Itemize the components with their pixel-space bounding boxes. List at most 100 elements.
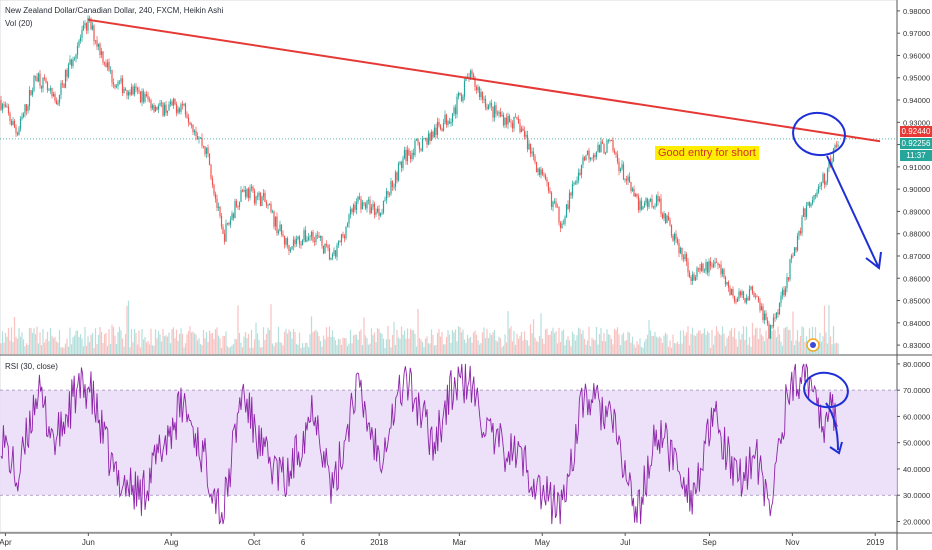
candle-body	[651, 198, 653, 207]
volume-bar	[543, 343, 545, 354]
candle-body	[586, 150, 589, 156]
volume-bar	[586, 340, 589, 354]
candle-body	[223, 233, 226, 242]
candle-body	[438, 121, 440, 126]
candle-body	[649, 198, 652, 202]
candle-body	[187, 117, 190, 123]
candle-body	[559, 222, 562, 229]
candle-body	[766, 320, 769, 325]
volume-bar	[516, 333, 518, 354]
candle-body	[153, 105, 155, 112]
candle-body	[778, 303, 781, 315]
volume-bar	[1, 331, 4, 354]
candle-body	[469, 70, 472, 80]
candle-body	[471, 70, 473, 75]
candle-body	[574, 182, 577, 184]
volume-bar	[360, 329, 362, 354]
volume-bar	[522, 340, 524, 354]
candle-body	[46, 82, 49, 91]
volume-bar	[474, 330, 476, 354]
volume-bar	[580, 333, 583, 354]
candle-body	[213, 184, 215, 195]
volume-bar	[664, 332, 667, 354]
volume-bar	[9, 340, 11, 354]
candle-body	[507, 116, 509, 125]
volume-bar	[337, 338, 340, 354]
volume-bar	[111, 324, 113, 354]
candle-body	[244, 190, 247, 197]
candle-body	[109, 70, 112, 71]
volume-bar	[229, 346, 232, 354]
volume-bar	[346, 345, 349, 354]
volume-bar	[246, 338, 248, 354]
candle-body	[151, 105, 154, 109]
volume-bar	[118, 326, 121, 354]
candle-body	[66, 70, 68, 77]
volume-bar	[796, 330, 799, 354]
volume-bar	[357, 339, 359, 354]
candle-body	[70, 59, 73, 67]
candle-body	[172, 98, 175, 106]
volume-bar	[763, 341, 766, 354]
volume-bar	[430, 329, 433, 354]
volume-bar	[835, 342, 838, 354]
volume-bar	[742, 326, 745, 354]
price-tick-label: 0.91000	[903, 163, 930, 172]
volume-bar	[646, 334, 649, 354]
price-arrow-shaft	[826, 155, 879, 267]
candle-body	[364, 203, 367, 209]
candle-body	[597, 144, 599, 152]
candle-body	[456, 96, 458, 115]
candle-body	[27, 106, 29, 111]
volume-bar	[400, 326, 403, 354]
volume-bar	[513, 331, 515, 354]
candle-body	[190, 124, 193, 126]
volume-bar	[324, 339, 326, 354]
volume-bar	[552, 327, 554, 354]
candle-body	[661, 214, 664, 219]
volume-bar	[298, 332, 301, 354]
candle-body	[768, 324, 770, 339]
volume-bar	[4, 332, 7, 354]
volume-bar	[604, 341, 607, 354]
candle-body	[499, 112, 502, 117]
volume-bar	[687, 326, 689, 354]
volume-bar	[531, 333, 533, 354]
candle-body	[526, 134, 529, 150]
volume-bar	[660, 337, 662, 354]
volume-bar	[280, 342, 283, 354]
volume-bar	[37, 343, 40, 354]
volume-bar	[16, 338, 19, 354]
candle-body	[682, 256, 685, 259]
volume-bar	[618, 334, 620, 354]
candle-body	[630, 182, 632, 191]
volume-bar	[121, 338, 124, 354]
candle-body	[18, 128, 20, 135]
candle-body	[406, 149, 409, 162]
short-entry-annotation[interactable]: Good entry for short	[655, 146, 759, 160]
volume-bar	[622, 332, 625, 354]
volume-bar	[375, 342, 377, 354]
candle-body	[562, 223, 565, 225]
candle-body	[160, 102, 163, 104]
volume-bar	[540, 313, 542, 354]
volume-bar	[123, 346, 125, 354]
candle-body	[645, 198, 647, 204]
candle-body	[150, 100, 152, 109]
candle-body	[337, 241, 340, 246]
volume-bar	[207, 341, 209, 354]
volume-bar	[66, 338, 68, 354]
volume-bar	[657, 337, 659, 354]
volume-bar	[79, 334, 82, 354]
volume-bar	[165, 335, 167, 354]
candle-body	[289, 249, 292, 252]
candle-body	[12, 121, 14, 125]
rsi-circle-drawing	[803, 371, 849, 409]
volume-bar	[550, 331, 553, 354]
candle-body	[450, 121, 452, 124]
candle-body	[85, 23, 88, 31]
volume-bar	[343, 338, 346, 354]
volume-bar	[46, 331, 49, 354]
candle-body	[384, 199, 386, 201]
